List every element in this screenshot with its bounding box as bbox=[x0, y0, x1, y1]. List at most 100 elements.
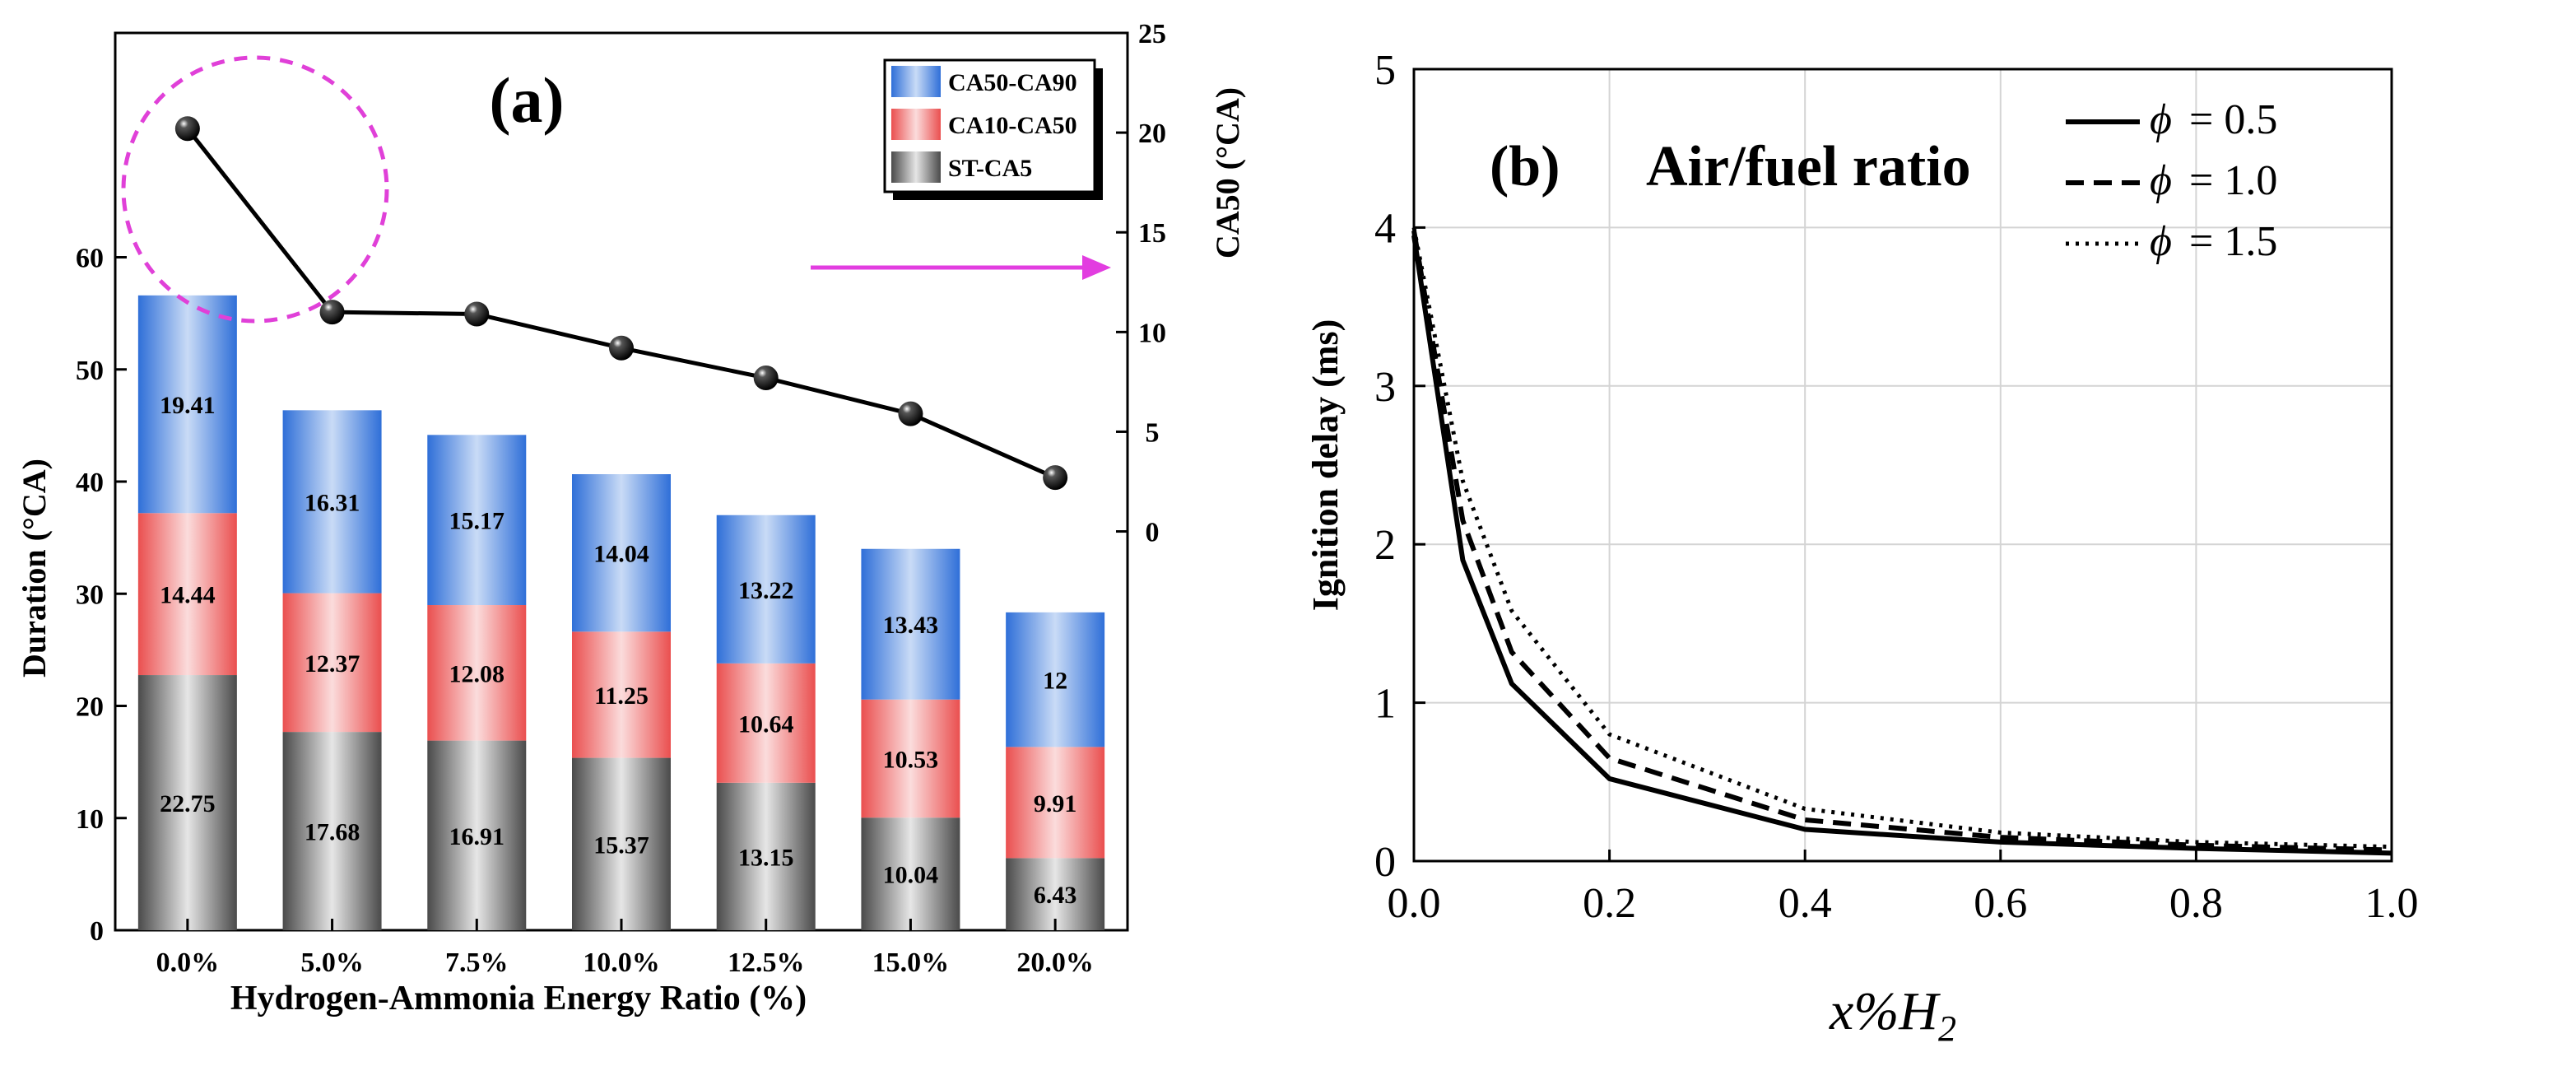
legend-phi-value: = 0.5 bbox=[2189, 96, 2277, 143]
b-x-tick-label: 1.0 bbox=[2365, 880, 2419, 927]
legend-label-ca10-ca50: CA10-CA50 bbox=[948, 112, 1077, 139]
bar-ca10-ca50 bbox=[1006, 747, 1105, 859]
b-x-axis-label: x%H2 bbox=[1829, 981, 1956, 1049]
legend-phi-symbol: ϕ bbox=[2150, 96, 2172, 143]
bar-value-label: 12.37 bbox=[305, 650, 360, 678]
b-y-axis: 0 1 2 3 4 5 bbox=[1374, 47, 1425, 886]
bar-value-label: 14.04 bbox=[593, 541, 649, 568]
bar-ca50-ca90 bbox=[427, 435, 527, 606]
a-right-tick-label: 0 bbox=[1146, 518, 1160, 548]
legend-phi-symbol: ϕ bbox=[2150, 218, 2172, 265]
b-x-axis: 0.0 0.2 0.4 0.6 0.8 1.0 bbox=[1388, 850, 2419, 927]
a-x-tick-label: 12.5% bbox=[728, 948, 805, 978]
a-x-tick-label: 5.0% bbox=[300, 948, 364, 978]
ca50-point bbox=[464, 301, 490, 327]
bar-value-label: 16.31 bbox=[305, 489, 360, 516]
b-x-tick-label: 0.4 bbox=[1779, 880, 1832, 927]
bar-ca10-ca50 bbox=[716, 663, 816, 783]
bar-value-label: 12 bbox=[1043, 668, 1067, 695]
bar-value-label: 9.91 bbox=[1034, 790, 1077, 817]
a-y-tick-label: 20 bbox=[76, 692, 104, 723]
bar-ca50-ca90 bbox=[137, 295, 237, 514]
ca50-point bbox=[898, 401, 923, 426]
bar-st-ca5 bbox=[137, 675, 237, 930]
a-y-tick-label: 0 bbox=[90, 916, 104, 947]
panel-b-title: Air/fuel ratio bbox=[1646, 135, 1971, 198]
b-x-tick-label: 0.2 bbox=[1583, 880, 1636, 927]
b-y-axis-label: Ignition delay (ms) bbox=[1305, 319, 1346, 611]
a-y-tick-label: 40 bbox=[76, 468, 104, 498]
bar-value-label: 15.37 bbox=[593, 831, 649, 859]
bar-ca10-ca50 bbox=[282, 593, 382, 733]
highlight-circle bbox=[121, 55, 389, 324]
b-y-tick-label: 5 bbox=[1374, 47, 1396, 94]
a-right-tick-label: 15 bbox=[1138, 218, 1166, 249]
bar-value-label: 16.91 bbox=[449, 823, 505, 850]
bar-value-label: 11.25 bbox=[594, 682, 649, 710]
a-left-axis: 0 10 20 30 40 50 60 bbox=[76, 244, 127, 947]
b-x-tick-label: 0.8 bbox=[2169, 880, 2223, 927]
bar-ca50-ca90 bbox=[861, 548, 960, 700]
bar-value-label: 10.04 bbox=[883, 862, 939, 889]
bar-ca10-ca50 bbox=[861, 699, 960, 818]
b-y-tick-label: 0 bbox=[1374, 839, 1396, 886]
bar-st-ca5 bbox=[282, 732, 382, 930]
series-dashed bbox=[1411, 230, 2392, 853]
bar-value-label: 12.08 bbox=[449, 660, 505, 687]
panel-b: 0 1 2 3 4 5 0.0 0.2 0.4 0.6 0.8 1.0 (b) Air/fuel r… bbox=[1305, 47, 2419, 1049]
panel-b-frame bbox=[1412, 68, 2393, 863]
b-y-tick-label: 1 bbox=[1374, 681, 1396, 728]
a-x-tick-label: 20.0% bbox=[1016, 948, 1094, 978]
bar-st-ca5 bbox=[1006, 858, 1105, 930]
bar-value-label: 10.53 bbox=[883, 746, 939, 773]
a-x-tick-label: 10.0% bbox=[583, 948, 660, 978]
right-axis-arrowhead bbox=[1082, 255, 1111, 280]
a-right-tick-label: 20 bbox=[1138, 119, 1166, 149]
a-x-axis: 0.0% 5.0% 7.5% 10.0% 12.5% 15.0% 20.0% bbox=[156, 919, 1094, 978]
a-right-tick-label: 25 bbox=[1138, 19, 1166, 49]
b-y-tick-label: 3 bbox=[1374, 364, 1396, 411]
bar-st-ca5 bbox=[716, 782, 816, 930]
a-x-axis-label: Hydrogen-Ammonia Energy Ratio (%) bbox=[230, 980, 807, 1017]
a-y-axis-label: Duration (°CA) bbox=[16, 459, 53, 678]
a-right-tick-label: 10 bbox=[1138, 318, 1166, 348]
legend-swatch-ca10-ca50 bbox=[891, 109, 941, 140]
bar-ca50-ca90 bbox=[572, 474, 671, 632]
ca50-point bbox=[753, 366, 779, 391]
bar-ca50-ca90 bbox=[1006, 612, 1105, 747]
a-y-tick-label: 30 bbox=[76, 580, 104, 610]
b-y-tick-label: 2 bbox=[1374, 522, 1396, 569]
bar-value-label: 13.43 bbox=[883, 612, 939, 639]
bar-st-ca5 bbox=[861, 817, 960, 930]
panel-a: 0 10 20 30 40 50 60 0 5 10 15 20 25 22.75 14.44 19.41… bbox=[16, 19, 1246, 1017]
a-x-tick-label: 7.5% bbox=[445, 948, 509, 978]
b-y-tick-label: 4 bbox=[1374, 205, 1396, 252]
a-x-tick-label: 15.0% bbox=[872, 948, 950, 978]
series-solid bbox=[1411, 235, 2392, 856]
series-dotted bbox=[1411, 226, 2392, 850]
bar-ca50-ca90 bbox=[716, 515, 816, 664]
ca50-point bbox=[609, 335, 634, 361]
bar-value-label: 15.17 bbox=[449, 508, 505, 535]
bar-value-label: 19.41 bbox=[160, 392, 216, 419]
legend-phi-value: = 1.5 bbox=[2189, 218, 2277, 265]
bar-st-ca5 bbox=[427, 740, 527, 930]
a-bars: 22.75 14.44 19.41 17.68 12.37 16.31 16.91 12.08… bbox=[137, 295, 1105, 930]
bar-value-label: 22.75 bbox=[160, 790, 216, 817]
b-lines bbox=[1411, 226, 2392, 856]
ca50-point bbox=[319, 300, 345, 325]
a-y-tick-label: 50 bbox=[76, 356, 104, 386]
legend-phi-value: = 1.0 bbox=[2189, 157, 2277, 204]
a-right-axis: 0 5 10 15 20 25 bbox=[1116, 19, 1166, 548]
legend-label-st-ca5: ST-CA5 bbox=[948, 155, 1032, 182]
bar-value-label: 17.68 bbox=[305, 819, 360, 846]
bar-st-ca5 bbox=[572, 757, 671, 930]
b-x-tick-label: 0.0 bbox=[1388, 880, 1441, 927]
bar-value-label: 6.43 bbox=[1034, 882, 1077, 909]
ca50-point bbox=[1043, 465, 1068, 491]
legend-label-ca50-ca90: CA50-CA90 bbox=[948, 69, 1077, 96]
a-right-tick-label: 5 bbox=[1146, 417, 1160, 448]
bar-ca10-ca50 bbox=[572, 631, 671, 758]
a-right-axis-label: CA50 (°CA) bbox=[1209, 87, 1246, 258]
